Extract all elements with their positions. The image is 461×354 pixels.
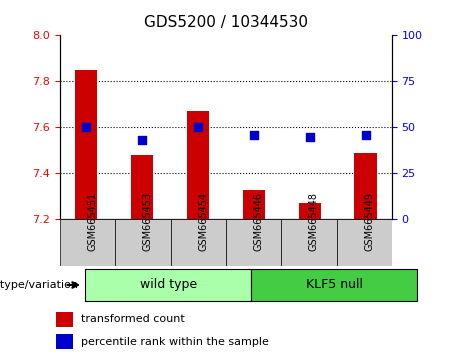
Text: percentile rank within the sample: percentile rank within the sample: [81, 337, 269, 347]
Text: wild type: wild type: [140, 279, 197, 291]
Bar: [187, 112, 209, 219]
Bar: [299, 204, 321, 219]
Point: [194, 125, 201, 130]
FancyBboxPatch shape: [85, 269, 251, 301]
Point: [83, 125, 90, 130]
Text: GSM665453: GSM665453: [143, 192, 153, 251]
Text: GSM665446: GSM665446: [254, 192, 264, 251]
Text: genotype/variation: genotype/variation: [0, 280, 78, 290]
FancyBboxPatch shape: [281, 219, 337, 266]
Text: transformed count: transformed count: [81, 314, 185, 324]
Bar: [355, 153, 377, 219]
FancyBboxPatch shape: [337, 219, 392, 266]
Bar: [56, 334, 73, 349]
FancyBboxPatch shape: [60, 219, 115, 266]
Text: KLF5 null: KLF5 null: [306, 279, 363, 291]
FancyBboxPatch shape: [226, 219, 281, 266]
FancyBboxPatch shape: [115, 219, 171, 266]
Point: [138, 137, 146, 143]
Text: GSM665451: GSM665451: [88, 192, 98, 251]
Bar: [75, 70, 97, 219]
Text: GSM665454: GSM665454: [198, 192, 208, 251]
Bar: [242, 190, 265, 219]
Bar: [56, 312, 73, 327]
Text: GSM665449: GSM665449: [364, 192, 374, 251]
FancyBboxPatch shape: [171, 219, 226, 266]
Point: [306, 134, 313, 139]
Point: [362, 132, 369, 138]
Point: [250, 132, 258, 138]
FancyBboxPatch shape: [251, 269, 417, 301]
Text: GSM665448: GSM665448: [309, 192, 319, 251]
Title: GDS5200 / 10344530: GDS5200 / 10344530: [144, 15, 308, 30]
Bar: [131, 155, 153, 219]
